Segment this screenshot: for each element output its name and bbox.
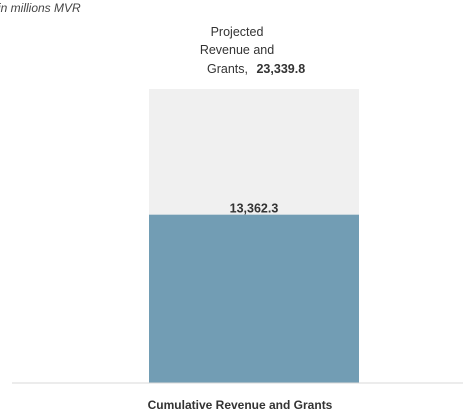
annotation-line-1: Projected [211, 25, 264, 39]
annotation-line-2: Revenue and [200, 43, 274, 57]
annotation-line-3-label: Grants, [207, 62, 248, 76]
annotation-line-3: Grants, 23,339.8 [207, 62, 305, 76]
chart-subtitle: in millions MVR [0, 1, 81, 15]
actual-value-label: 13,362.3 [230, 202, 279, 216]
projected-value-label: 23,339.8 [256, 62, 305, 76]
bar-cumulative-revenue [149, 214, 359, 383]
category-label: Cumulative Revenue and Grants [148, 398, 333, 412]
